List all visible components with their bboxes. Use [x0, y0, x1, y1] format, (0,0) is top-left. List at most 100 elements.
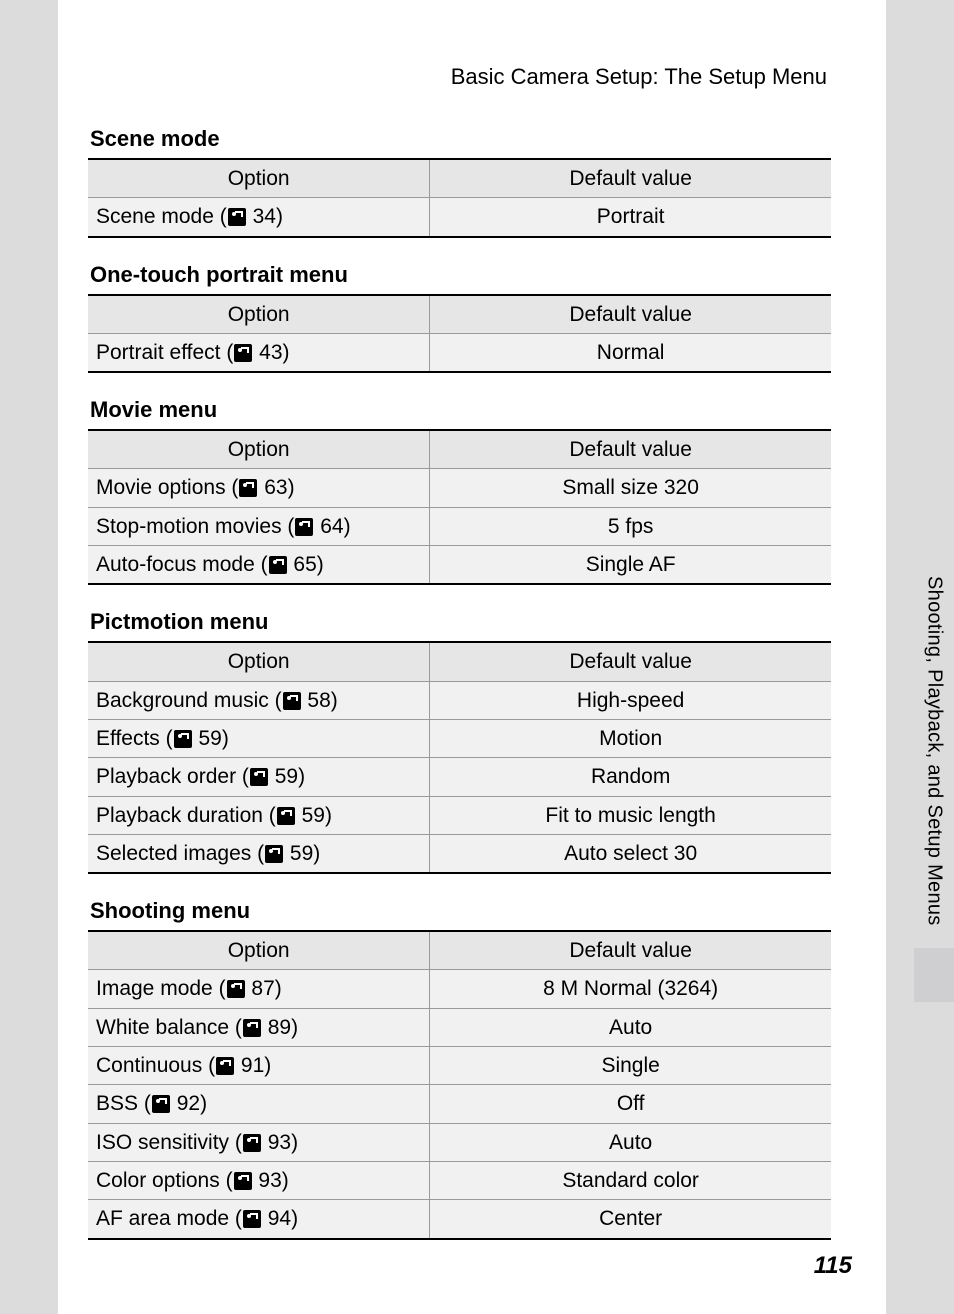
col-option: Option: [88, 931, 430, 970]
page-ref-number: 93: [253, 1169, 282, 1192]
option-cell: Movie options ( 63): [88, 469, 430, 507]
option-label-close: ): [313, 842, 320, 865]
option-label: Playback order (: [96, 765, 249, 788]
sections-container: Scene modeOptionDefault valueScene mode …: [88, 126, 831, 1240]
page-ref-number: 58: [302, 689, 331, 712]
option-label-close: ): [288, 476, 295, 499]
col-default: Default value: [430, 295, 831, 334]
option-cell: ISO sensitivity ( 93): [88, 1123, 430, 1161]
side-tab-label-wrap: Shooting, Playback, and Setup Menus: [914, 572, 954, 1002]
option-label: Selected images (: [96, 842, 264, 865]
option-label-close: ): [298, 765, 305, 788]
table-row: Scene mode ( 34)Portrait: [88, 198, 831, 237]
page-ref-icon: [239, 479, 257, 497]
option-cell: White balance ( 89): [88, 1008, 430, 1046]
table-row: Selected images ( 59)Auto select 30: [88, 834, 831, 873]
page-ref-number: 64: [314, 515, 343, 538]
table-row: Continuous ( 91)Single: [88, 1047, 831, 1085]
col-default: Default value: [430, 642, 831, 681]
page-ref-icon: [174, 730, 192, 748]
default-cell: Center: [430, 1200, 831, 1239]
page-ref-number: 63: [258, 476, 287, 499]
option-label-close: ): [325, 804, 332, 827]
option-cell: Playback order ( 59): [88, 758, 430, 796]
defaults-table: OptionDefault valueScene mode ( 34)Portr…: [88, 158, 831, 238]
option-label-close: ): [200, 1092, 207, 1115]
option-label: White balance (: [96, 1016, 242, 1039]
default-cell: Motion: [430, 719, 831, 757]
option-cell: BSS ( 92): [88, 1085, 430, 1123]
page-ref-number: 93: [262, 1131, 291, 1154]
page-ref-number: 34: [247, 205, 276, 228]
table-row: ISO sensitivity ( 93)Auto: [88, 1123, 831, 1161]
section-title: Pictmotion menu: [88, 609, 831, 635]
page-ref-number: 87: [246, 977, 275, 1000]
option-label-close: ): [283, 341, 290, 364]
option-label: Auto-focus mode (: [96, 553, 268, 576]
table-row: AF area mode ( 94)Center: [88, 1200, 831, 1239]
option-label: Playback duration (: [96, 804, 276, 827]
option-label-close: ): [291, 1131, 298, 1154]
page-ref-number: 92: [171, 1092, 200, 1115]
section: Movie menuOptionDefault valueMovie optio…: [88, 397, 831, 585]
option-cell: AF area mode ( 94): [88, 1200, 430, 1239]
table-row: Effects ( 59)Motion: [88, 719, 831, 757]
col-default: Default value: [430, 159, 831, 198]
page-ref-icon: [216, 1057, 234, 1075]
manual-page: Basic Camera Setup: The Setup Menu Scene…: [58, 0, 886, 1314]
option-cell: Scene mode ( 34): [88, 198, 430, 237]
page-ref-icon: [243, 1210, 261, 1228]
default-cell: Standard color: [430, 1161, 831, 1199]
default-cell: Small size 320: [430, 469, 831, 507]
table-row: Image mode ( 87)8 M Normal (3264): [88, 970, 831, 1008]
option-cell: Stop-motion movies ( 64): [88, 507, 430, 545]
col-option: Option: [88, 295, 430, 334]
section-title: Shooting menu: [88, 898, 831, 924]
option-label: BSS (: [96, 1092, 151, 1115]
table-row: Color options ( 93)Standard color: [88, 1161, 831, 1199]
option-label-close: ): [222, 727, 229, 750]
page-ref-icon: [152, 1095, 170, 1113]
section: Scene modeOptionDefault valueScene mode …: [88, 126, 831, 238]
option-label: Image mode (: [96, 977, 226, 1000]
page-ref-icon: [295, 518, 313, 536]
default-cell: Random: [430, 758, 831, 796]
option-cell: Background music ( 58): [88, 681, 430, 719]
page-ref-number: 59: [269, 765, 298, 788]
section: Shooting menuOptionDefault valueImage mo…: [88, 898, 831, 1239]
option-label: Scene mode (: [96, 205, 227, 228]
table-row: White balance ( 89)Auto: [88, 1008, 831, 1046]
default-cell: Single: [430, 1047, 831, 1085]
side-tab-label: Shooting, Playback, and Setup Menus: [923, 572, 946, 926]
side-tab: Shooting, Playback, and Setup Menus: [914, 572, 954, 1002]
option-label-close: ): [291, 1207, 298, 1230]
default-cell: Single AF: [430, 546, 831, 585]
table-row: Playback duration ( 59)Fit to music leng…: [88, 796, 831, 834]
table-row: Movie options ( 63)Small size 320: [88, 469, 831, 507]
default-cell: Portrait: [430, 198, 831, 237]
option-label: ISO sensitivity (: [96, 1131, 242, 1154]
default-cell: Normal: [430, 333, 831, 372]
col-default: Default value: [430, 931, 831, 970]
option-label-close: ): [291, 1016, 298, 1039]
col-option: Option: [88, 159, 430, 198]
option-cell: Effects ( 59): [88, 719, 430, 757]
section-title: One-touch portrait menu: [88, 262, 831, 288]
page-ref-number: 59: [284, 842, 313, 865]
defaults-table: OptionDefault valuePortrait effect ( 43)…: [88, 294, 831, 374]
default-cell: 8 M Normal (3264): [430, 970, 831, 1008]
option-label: Color options (: [96, 1169, 233, 1192]
section: Pictmotion menuOptionDefault valueBackgr…: [88, 609, 831, 874]
section-title: Scene mode: [88, 126, 831, 152]
option-label: Stop-motion movies (: [96, 515, 294, 538]
section-title: Movie menu: [88, 397, 831, 423]
default-cell: Fit to music length: [430, 796, 831, 834]
option-cell: Auto-focus mode ( 65): [88, 546, 430, 585]
table-row: Playback order ( 59)Random: [88, 758, 831, 796]
page-ref-icon: [277, 807, 295, 825]
option-label-close: ): [264, 1054, 271, 1077]
page-ref-icon: [265, 845, 283, 863]
table-row: Stop-motion movies ( 64)5 fps: [88, 507, 831, 545]
option-cell: Image mode ( 87): [88, 970, 430, 1008]
page-ref-icon: [243, 1019, 261, 1037]
